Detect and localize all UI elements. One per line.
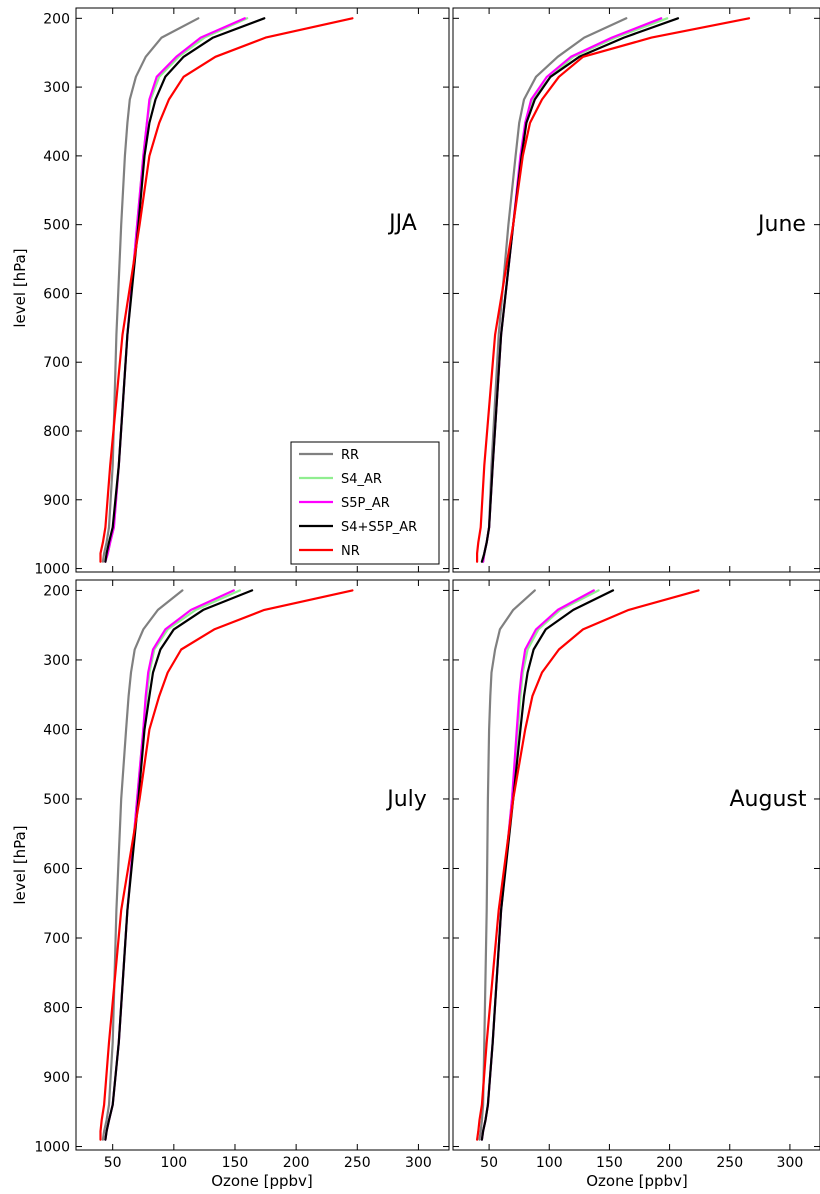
series-line-s4-s5p-ar xyxy=(480,589,615,1141)
series-line-s5p-ar xyxy=(482,17,663,563)
x-tick-label: 250 xyxy=(344,1155,371,1171)
panel-label: July xyxy=(385,787,427,812)
y-tick-label: 300 xyxy=(43,653,70,669)
series-line-nr xyxy=(99,17,354,563)
axes-frame xyxy=(75,7,450,573)
series-line-nr xyxy=(476,17,751,563)
y-tick-label: 700 xyxy=(43,931,70,947)
series-line-nr xyxy=(476,589,700,1141)
panel-label: JJA xyxy=(387,211,417,236)
y-tick-label: 600 xyxy=(43,286,70,302)
y-tick-label: 200 xyxy=(43,11,70,27)
x-tick-label: 300 xyxy=(405,1155,432,1171)
y-tick-label: 400 xyxy=(43,149,70,165)
y-tick-label: 800 xyxy=(43,1001,70,1017)
y-tick-label: 300 xyxy=(43,80,70,96)
y-tick-label: 600 xyxy=(43,861,70,877)
y-tick-label: 1000 xyxy=(34,562,70,578)
series-line-s5p-ar xyxy=(104,589,235,1141)
axes-frame xyxy=(452,7,820,573)
series-line-s4-s5p-ar xyxy=(104,17,266,563)
panel-july: 200 300 400 500 600 700 800 900 1000 50 100 150 200 2… xyxy=(34,579,450,1171)
x-tick-label: 150 xyxy=(222,1155,249,1171)
series-line-s5p-ar xyxy=(480,589,595,1141)
y-tick-label: 200 xyxy=(43,583,70,599)
legend: RR S4_AR S5P_AR S4+S5P_AR NR xyxy=(290,441,440,565)
series-line-rr xyxy=(101,17,200,563)
panel-label: June xyxy=(756,212,806,237)
x-tick-label: 200 xyxy=(283,1155,310,1171)
series-line-s5p-ar xyxy=(104,17,246,563)
series-line-rr xyxy=(478,589,536,1141)
y-axis-label-bottom: level [hPa] xyxy=(11,825,29,904)
legend-entry: S4_AR xyxy=(341,472,382,487)
y-tick-label: 1000 xyxy=(34,1140,70,1156)
y-axis-label-top: level [hPa] xyxy=(11,248,29,327)
series-line-s4-s5p-ar xyxy=(480,17,680,563)
axes-frame xyxy=(75,579,450,1151)
x-tick-label: 200 xyxy=(656,1155,683,1171)
axes-frame xyxy=(452,579,820,1151)
series-line-s4-ar xyxy=(480,589,600,1141)
legend-entry: NR xyxy=(341,544,360,559)
y-tick-label: 700 xyxy=(43,355,70,371)
panel-jja: 200 300 400 500 600 700 800 900 1000 JJA xyxy=(34,7,450,578)
x-tick-label: 150 xyxy=(596,1155,623,1171)
series-line-rr xyxy=(482,17,628,563)
legend-entry: RR xyxy=(341,448,359,463)
y-tick-label: 500 xyxy=(43,218,70,234)
y-tick-label: 900 xyxy=(43,1070,70,1086)
x-tick-label: 100 xyxy=(536,1155,563,1171)
y-tick-label: 900 xyxy=(43,493,70,509)
x-tick-label: 100 xyxy=(160,1155,187,1171)
y-tick-label: 500 xyxy=(43,792,70,808)
y-tick-label: 400 xyxy=(43,722,70,738)
x-axis-label-left: Ozone [ppbv] xyxy=(211,1172,313,1190)
y-tick-label: 800 xyxy=(43,424,70,440)
legend-entry: S5P_AR xyxy=(341,496,390,511)
x-tick-label: 250 xyxy=(716,1155,743,1171)
x-axis-label-right: Ozone [ppbv] xyxy=(586,1172,688,1190)
panel-august: 50 100 150 200 250 300 August xyxy=(452,579,820,1171)
series-line-s4-s5p-ar xyxy=(104,589,254,1141)
panel-june: June xyxy=(452,7,820,573)
series-line-s4-ar xyxy=(482,17,669,563)
x-tick-label: 50 xyxy=(480,1155,498,1171)
series-line-rr xyxy=(101,589,184,1141)
series-line-nr xyxy=(99,589,354,1141)
x-tick-label: 50 xyxy=(104,1155,122,1171)
series-line-s4-ar xyxy=(104,17,249,563)
series-line-s4-ar xyxy=(104,589,241,1141)
legend-entry: S4+S5P_AR xyxy=(341,520,417,535)
x-tick-label: 300 xyxy=(777,1155,804,1171)
panel-label: August xyxy=(730,787,807,812)
